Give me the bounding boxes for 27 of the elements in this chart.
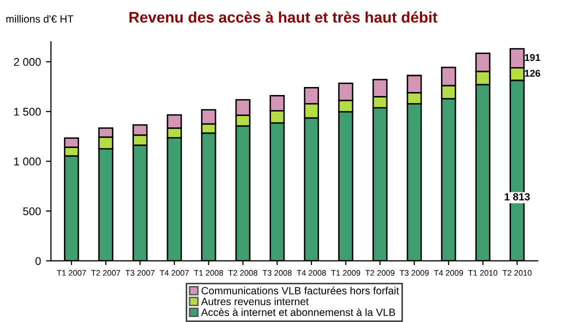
chart-title: Revenu des accès à haut et très haut débit [130, 11, 438, 23]
data-label: 191 [524, 54, 540, 61]
x-tick-label: T4 2007 [160, 270, 189, 276]
y-tick-label: 500 [23, 207, 41, 216]
x-tick-label: T4 2009 [434, 270, 463, 276]
y-tick-label: 1 000 [14, 158, 41, 166]
legend-label: Accès à internet et abonnemenst à la VLB [201, 308, 396, 316]
x-tick-label: T3 2007 [125, 270, 154, 276]
x-tick-label: T2 2009 [365, 270, 394, 276]
x-tick-label: T1 2010 [468, 270, 498, 276]
y-tick-label: 0 [35, 257, 41, 265]
x-tick-label: T2 2008 [228, 270, 258, 276]
y-axis-title: millions d'€ HT [6, 14, 74, 23]
x-tick-label: T1 2009 [331, 270, 360, 276]
legend-label: Autres revenus internet [201, 298, 309, 306]
x-tick-label: T1 2007 [56, 270, 86, 276]
x-tick-label: T2 2010 [502, 270, 532, 276]
x-tick-label: T3 2008 [262, 270, 292, 276]
data-label: 126 [524, 70, 540, 77]
x-tick-label: T2 2007 [91, 270, 120, 276]
y-tick-label: 1 500 [14, 108, 41, 116]
data-label: 1 813 [504, 193, 530, 200]
x-tick-label: T3 2009 [400, 270, 429, 276]
y-tick-label: 2 000 [14, 58, 41, 66]
x-tick-label: T4 2008 [296, 270, 326, 276]
legend-label: Communications VLB facturées hors forfait [202, 286, 399, 294]
x-tick-label: T1 2008 [194, 270, 224, 276]
